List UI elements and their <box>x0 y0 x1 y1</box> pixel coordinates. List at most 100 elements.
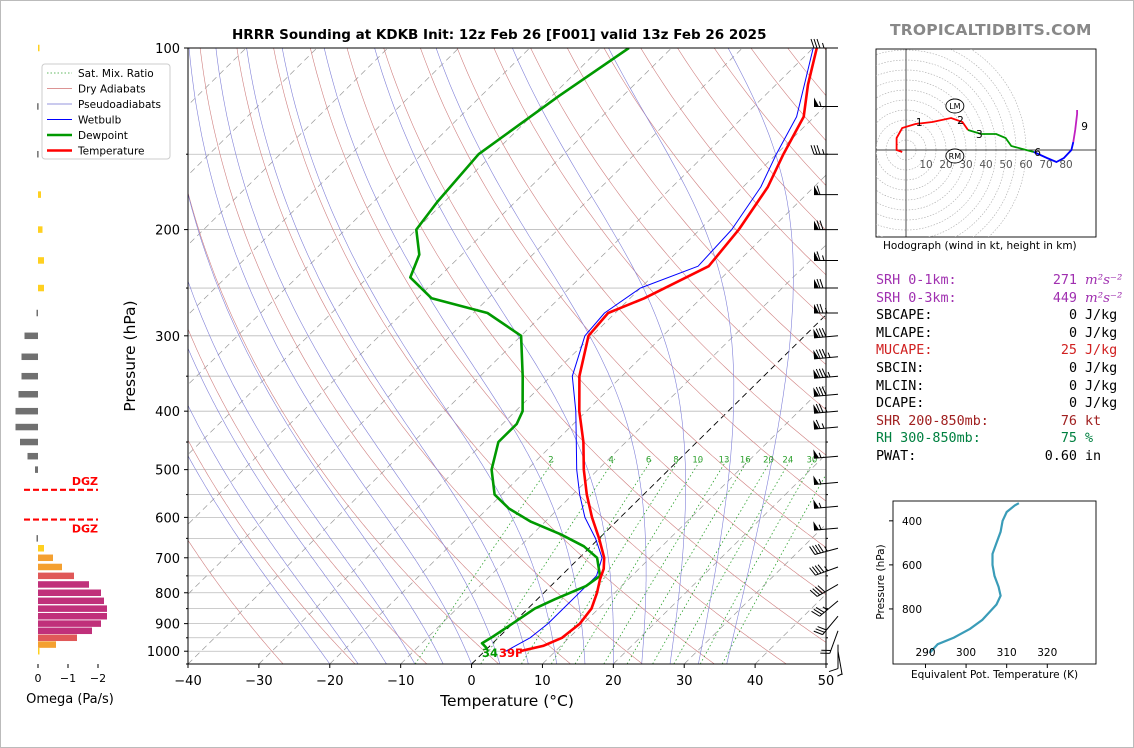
barb-half <box>827 371 831 378</box>
hodograph-ring-label: 10 <box>919 159 932 171</box>
dry-adiabat <box>346 48 826 643</box>
mixing-ratio-line <box>652 458 773 664</box>
omega-bar <box>37 103 39 110</box>
dry-adiabat <box>567 48 826 365</box>
omega-bar <box>38 597 104 605</box>
stat-unit: J/kg <box>1085 325 1118 341</box>
hodograph-ring-label: 80 <box>1059 159 1072 171</box>
stat-unit: J/kg <box>1085 360 1118 376</box>
omega-bar <box>38 191 41 198</box>
stat-value: 0 <box>1068 308 1077 324</box>
omega-panel: 0 −1 −2 Omega (Pa/s) DGZ DGZ <box>15 44 114 707</box>
dgz-label: DGZ <box>72 475 98 488</box>
omega-bar <box>21 353 38 361</box>
x-tick-label: 30 <box>676 674 693 689</box>
barb-half <box>822 42 825 49</box>
skewt-frame <box>187 47 827 665</box>
pseudoadiabat <box>323 48 586 664</box>
dry-adiabat <box>310 48 787 664</box>
barb-full <box>815 349 821 359</box>
omega-bar <box>21 372 38 380</box>
isotherm <box>188 48 672 525</box>
x-tick-label: −40 <box>174 674 201 689</box>
hodograph-height-label: 6 <box>1034 147 1041 159</box>
mixing-ratio-label: 2 <box>548 455 553 465</box>
pseudoadiabat <box>188 192 444 664</box>
omega-bar <box>38 620 101 627</box>
stat-value: 449 <box>1052 290 1077 306</box>
mixing-ratio-label: 4 <box>609 455 614 465</box>
wind-barb <box>813 368 839 379</box>
barb-full <box>816 145 821 155</box>
barb-full <box>810 38 815 49</box>
barb-full <box>817 626 827 631</box>
barb-full <box>817 543 824 553</box>
barb-flag <box>813 328 820 338</box>
omega-x-axis-label: Omega (Pa/s) <box>26 692 114 707</box>
omega-bar <box>38 545 44 552</box>
y-tick-label: 600 <box>155 511 180 526</box>
barb-half <box>818 524 822 530</box>
isotherm <box>188 48 389 246</box>
wind-barb <box>820 630 839 654</box>
barb-flag <box>813 475 820 485</box>
omega-bar <box>15 407 38 415</box>
mixing-ratio-line <box>480 458 616 664</box>
wind-barbs <box>809 38 843 677</box>
stat-value: 0.60 <box>1044 448 1077 464</box>
mixing-ratio-line <box>603 458 728 664</box>
y-tick-label: 200 <box>155 224 180 239</box>
wind-barb <box>814 278 838 289</box>
barb-half <box>818 502 822 508</box>
omega-x-tick-label: −1 <box>60 672 76 685</box>
barb-full <box>818 328 824 338</box>
barb-half <box>818 452 822 458</box>
stat-value: 0 <box>1068 325 1077 341</box>
barb-staff <box>816 584 839 597</box>
barb-full <box>816 220 821 230</box>
barb-flag <box>814 251 819 261</box>
stat-unit: kt <box>1085 413 1102 429</box>
omega-bar <box>36 535 38 542</box>
legend-label: Sat. Mix. Ratio <box>78 68 154 80</box>
omega-bar <box>38 44 40 52</box>
barb-full <box>816 38 821 49</box>
theta-e-line <box>928 502 1020 654</box>
hodograph-segment <box>1072 110 1078 143</box>
legend-label: Dry Adiabats <box>78 84 146 96</box>
omega-bar <box>37 150 39 158</box>
barb-full <box>814 586 823 594</box>
barb-flag <box>813 499 820 509</box>
mixing-ratio-line <box>673 458 792 664</box>
dry-adiabat <box>603 48 826 320</box>
stat-value: 25 <box>1060 343 1077 359</box>
stat-label: MLCAPE: <box>876 325 933 341</box>
stat-label: SRH 0-3km: <box>876 290 957 306</box>
legend-box <box>41 63 171 160</box>
stat-row: DCAPE: 0 J/kg <box>876 395 1122 413</box>
mixing-ratio-label: 6 <box>646 455 651 465</box>
surface-temperature-label: 39F <box>499 646 523 660</box>
mixing-ratio-line <box>574 458 702 664</box>
theta-y-axis-label: Pressure (hPa) <box>875 544 887 619</box>
series-wetbulb <box>505 48 814 652</box>
wind-barb <box>813 475 839 486</box>
barb-flag <box>814 279 819 289</box>
barb-flag <box>813 387 820 397</box>
stat-row: SHR 200-850mb: 76 kt <box>876 413 1122 431</box>
barb-half <box>822 149 825 155</box>
stat-value: 0 <box>1068 396 1077 412</box>
theta-x-tick-label: 300 <box>956 647 976 659</box>
barb-flag <box>814 185 819 195</box>
hodograph-height-label: 9 <box>1081 121 1088 133</box>
barb-full <box>821 348 827 359</box>
stat-label: MUCAPE: <box>876 343 933 359</box>
pseudoadiabat <box>188 404 359 664</box>
storm-motion-marker <box>945 98 965 114</box>
y-tick-label: 700 <box>155 552 180 567</box>
omega-bar <box>27 452 38 460</box>
barb-full <box>815 403 821 413</box>
barb-half <box>827 352 831 358</box>
dry-adiabat <box>493 48 826 456</box>
